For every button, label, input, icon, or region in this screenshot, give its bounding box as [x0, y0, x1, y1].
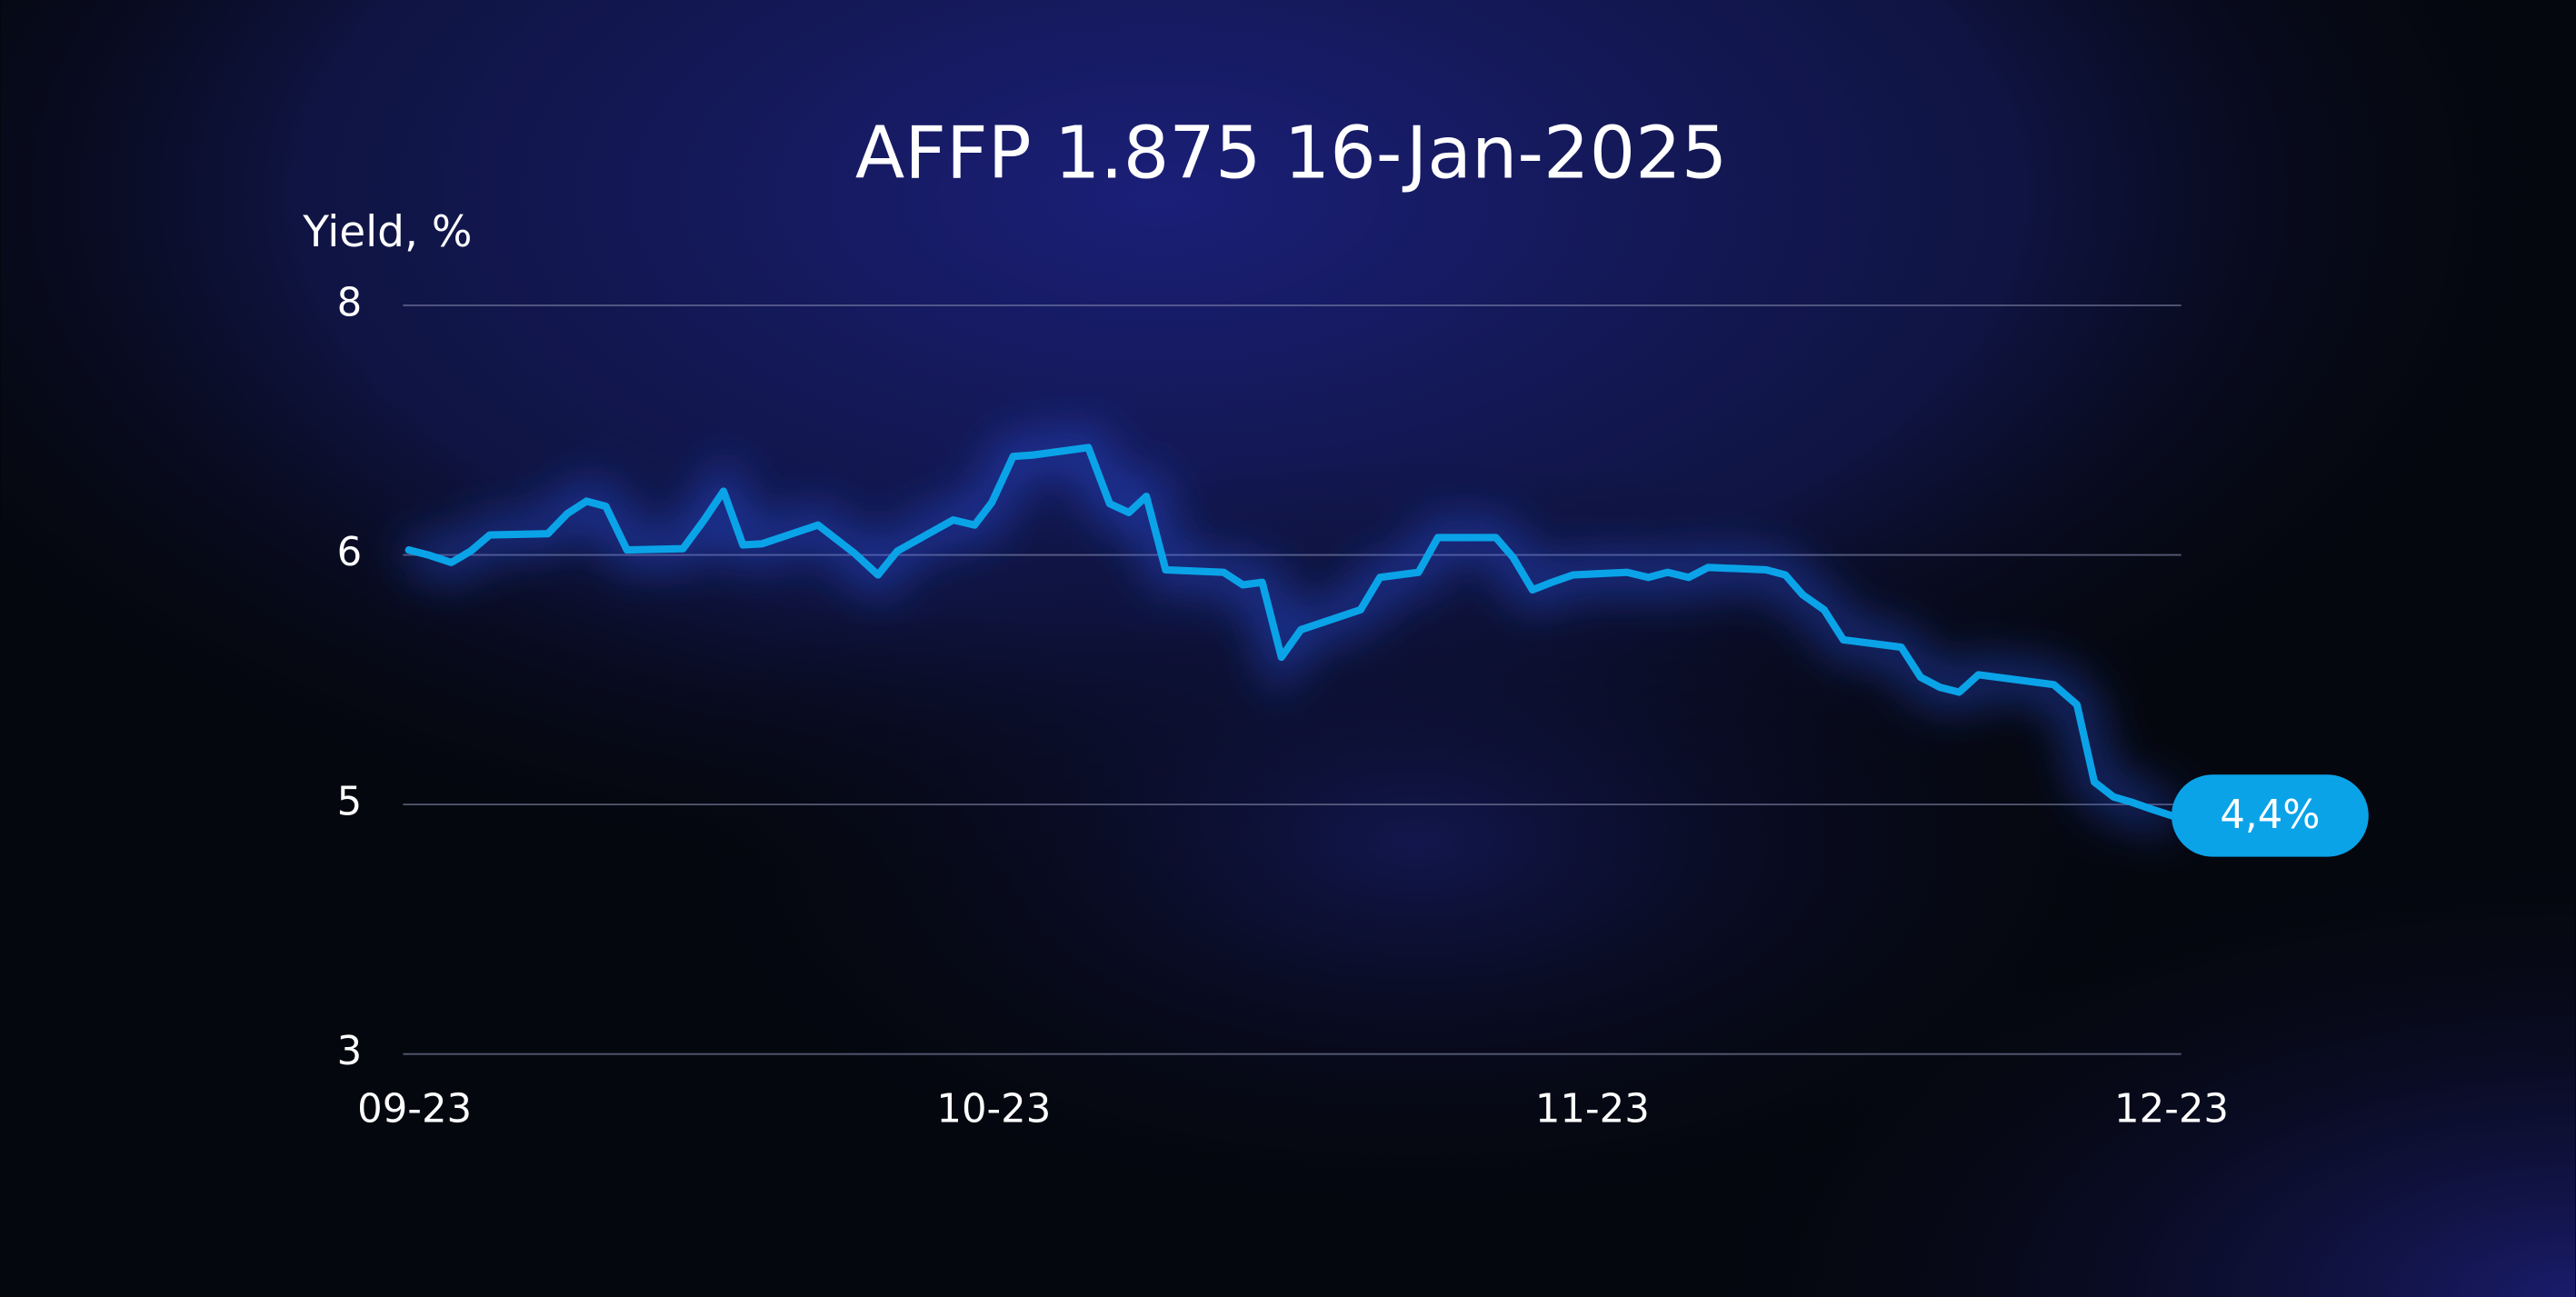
x-tick-label: 09-23	[357, 1086, 472, 1132]
line	[404, 444, 2176, 820]
x-tick-label: 12-23	[2114, 1086, 2229, 1132]
x-tick-label: 10-23	[936, 1086, 1051, 1132]
chart-title: AFFP 1.875 16-Jan-2025	[855, 110, 1727, 195]
value-badge	[2172, 774, 2369, 857]
y-tick-label: 3	[337, 1029, 363, 1074]
y-axis-label: Yield, %	[302, 207, 472, 257]
y-tick-label: 6	[337, 530, 363, 575]
y-tick-label: 8	[337, 280, 363, 325]
value-badge-label: 4,4%	[2220, 793, 2320, 838]
x-tick-label: 11-23	[1535, 1086, 1650, 1132]
y-tick-label: 5	[337, 780, 363, 825]
